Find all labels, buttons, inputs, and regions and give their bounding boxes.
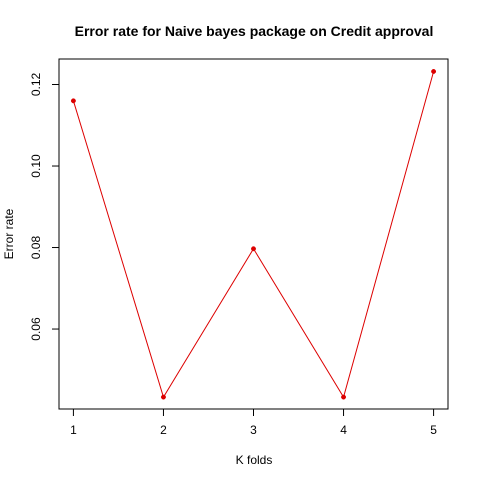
x-axis: 1 2 3 4 5 bbox=[70, 408, 437, 437]
y-tick-label: 0.06 bbox=[29, 317, 43, 341]
x-tick-label: 5 bbox=[430, 423, 437, 437]
y-tick-label: 0.10 bbox=[29, 154, 43, 178]
x-tick-label: 2 bbox=[160, 423, 167, 437]
data-point bbox=[70, 98, 76, 104]
chart-title: Error rate for Naive bayes package on Cr… bbox=[75, 23, 434, 39]
data-point bbox=[161, 394, 166, 400]
y-tick-label: 0.08 bbox=[29, 236, 43, 260]
y-tick-label: 0.12 bbox=[29, 73, 43, 97]
series-layer bbox=[70, 69, 437, 400]
x-tick-label: 3 bbox=[250, 423, 257, 437]
data-point bbox=[431, 69, 437, 74]
y-axis: 0.06 0.08 0.10 0.12 bbox=[29, 73, 60, 341]
data-point bbox=[341, 394, 346, 400]
data-point bbox=[251, 246, 256, 252]
x-tick-label: 1 bbox=[70, 423, 77, 437]
x-axis-label: K folds bbox=[236, 453, 273, 467]
y-axis-label: Error rate bbox=[2, 208, 16, 259]
x-tick-label: 4 bbox=[340, 423, 347, 437]
